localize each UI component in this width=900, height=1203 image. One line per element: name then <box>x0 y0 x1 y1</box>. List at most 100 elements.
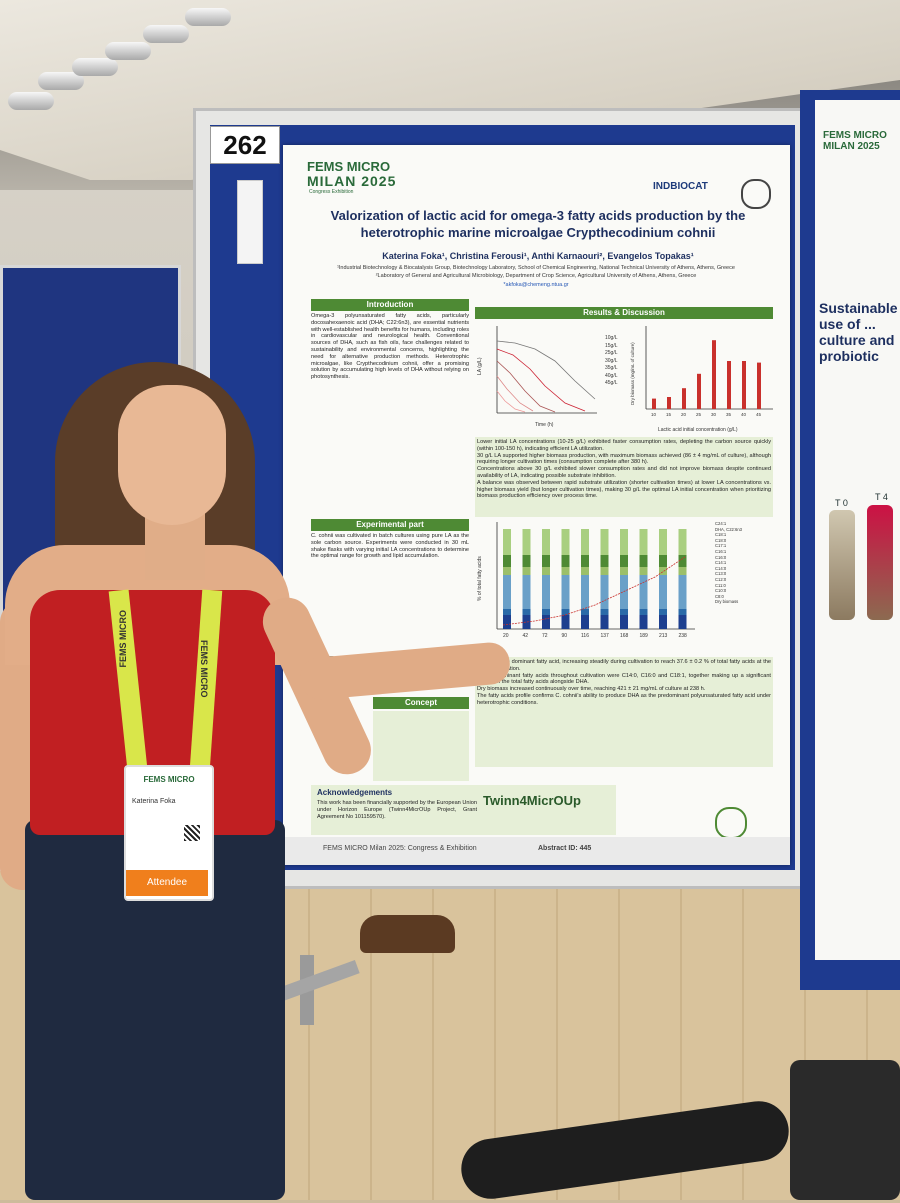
chart3-legend-item: C16:1 <box>715 548 727 554</box>
chart3-legend-item: C10:0 <box>715 588 727 594</box>
chart3-bar-segment <box>503 609 511 615</box>
indbiocat-logo: INDBIOCAT <box>653 181 708 192</box>
chart3-tick-label: 72 <box>542 633 548 639</box>
affiliation-2: ²Laboratory of General and Agricultural … <box>375 273 697 279</box>
board-stand-foot <box>270 955 360 1025</box>
chart1-series-line <box>496 390 526 413</box>
chart3-bar-segment <box>659 567 667 575</box>
chart1-legend-item: 45g/L <box>605 380 618 386</box>
fems-seal-icon <box>715 807 747 839</box>
qr-code-icon <box>184 825 200 841</box>
chart1-xlabel: Time (h) <box>535 422 554 428</box>
affiliation-1: ¹Industrial Biotechnology & Biocatalysis… <box>337 265 735 271</box>
acknowledgements-text: This work has been financially supported… <box>317 800 477 820</box>
chart3-bar-segment <box>581 555 589 567</box>
chart3-tick-label: 90 <box>562 633 568 639</box>
chart3-bar-segment <box>639 615 648 629</box>
chart3-bar-segment <box>542 615 550 629</box>
acknowledgements-box: Acknowledgements This work has been fina… <box>311 785 616 835</box>
chart2-bar <box>712 340 716 409</box>
section-acknowledgements: Acknowledgements <box>317 788 393 797</box>
chart3-legend-item: C14:1 <box>715 560 727 566</box>
result-bullet: DHA was the dominant fatty acid, increas… <box>477 659 771 672</box>
introduction-text: Omega-3 polyunsaturated fatty acids, par… <box>311 313 469 381</box>
chart3-tick-label: 116 <box>581 633 589 639</box>
chart3-bar-segment <box>561 575 570 609</box>
chart3-bar-segment <box>522 575 531 609</box>
ceiling-light <box>185 8 231 26</box>
chart1-legend-item: 30g/L <box>605 357 618 364</box>
la-consumption-chart: LA (g/L) Time (h) <box>477 326 597 428</box>
result-bullet: Dry biomass increased continuously over … <box>477 686 706 693</box>
chart3-legend-item: C18:0 <box>715 537 727 543</box>
chart3-tick-label: 189 <box>640 633 649 639</box>
chart3-bar-segment <box>522 529 531 555</box>
chart3-bar-segment <box>503 575 511 609</box>
chart3-bar-segment <box>503 529 511 555</box>
chart1-series-line <box>496 340 596 400</box>
chart3-bar-segment <box>581 575 589 609</box>
chart3-bar-segment <box>620 567 628 575</box>
chart1-legend-item: 10g/L <box>605 335 618 341</box>
chart3-bar-segment <box>678 567 687 575</box>
chart3-legend-item: C18:1 <box>715 532 727 538</box>
chart3-bar-segment <box>522 555 531 567</box>
chart3-tick-label: 137 <box>601 633 610 639</box>
chart2-bar <box>682 388 686 409</box>
result-bullet: A balance was observed between rapid sub… <box>477 479 771 500</box>
chart2-tick-label: 15 <box>666 412 672 417</box>
chart3-legend-item: C13:0 <box>715 571 727 577</box>
chart3-bar-segment <box>503 567 511 575</box>
chart3-tick-label: 238 <box>679 633 688 639</box>
fatty-acid-profile-chart: 20 42 72 90 116 137 168 189 213 238 % of total fa… <box>477 522 695 639</box>
chart3-bar-segment <box>542 575 550 609</box>
right-poster: FEMS MICRO MILAN 2025 Sustainable use of… <box>815 100 900 960</box>
experimental-text: C. cohnii was cultivated in batch cultur… <box>311 533 469 560</box>
chart3-legend-item: C24:1 <box>715 521 727 526</box>
chart1-series-line <box>496 348 586 412</box>
fems-logo-sub: Congress Exhibition <box>309 189 354 195</box>
chart3-bar-segment <box>620 575 628 609</box>
right-poster-logo: FEMS MICRO MILAN 2025 <box>823 130 887 152</box>
chart3-bar-segment <box>522 567 531 575</box>
chart3-bar-segment <box>600 575 609 609</box>
chart3-bar-segment <box>620 615 628 629</box>
result-bullet: 30 g/L LA supported higher biomass produ… <box>477 452 771 466</box>
chart3-bar-segment <box>659 615 667 629</box>
twinn4microup-logo: Twinn4MicrOUp <box>483 793 581 808</box>
concept-box <box>373 711 469 781</box>
chart2-tick-label: 10 <box>651 412 657 417</box>
ceiling-light <box>8 92 54 110</box>
ceiling-light <box>105 42 151 60</box>
chart3-bar-segment <box>678 575 687 609</box>
chart3-bar-segment <box>659 529 667 555</box>
chart3-bar-segment <box>639 609 648 615</box>
chart3-legend: C24:1 DHA, C22:6n3 C18:1 C18:0 C17:1 C16… <box>715 521 742 605</box>
chart2-bar <box>742 361 746 409</box>
chart3-bar-segment <box>600 529 609 555</box>
poster-footer: FEMS MICRO Milan 2025: Congress & Exhibi… <box>283 837 790 865</box>
chart2-bar <box>697 373 701 409</box>
chart2-tick-label: 25 <box>696 412 702 417</box>
result-bullet: The predominant fatty acids throughout c… <box>477 672 771 686</box>
results-bullets-2: DHA was the dominant fatty acid, increas… <box>475 657 773 767</box>
chart1-series-line <box>496 360 556 413</box>
fems-logo-line1: FEMS MICRO <box>307 159 391 174</box>
chart3-bar-segment <box>639 567 648 575</box>
right-poster-title: Sustainable use of ... culture and probi… <box>819 300 898 364</box>
chart3-ylabel: % of total fatty acids <box>477 556 483 601</box>
board-number: 262 <box>210 126 280 164</box>
chart3-bar-segment <box>542 567 550 575</box>
lanyard-text: FEMS MICRO <box>199 640 209 698</box>
chart2-tick-label: 20 <box>681 412 687 417</box>
chart3-bar-segment <box>659 555 667 567</box>
chart3-bar-segment <box>600 615 609 629</box>
chart3-bar-segment <box>542 609 550 615</box>
chart3-bar-segment <box>639 555 648 567</box>
chart3-legend-item: Dry biomass <box>715 599 739 605</box>
chart3-legend-item: DHA, C22:6n3 <box>715 526 742 532</box>
paper-tag <box>237 180 263 264</box>
chart1-legend-item: 35g/L <box>605 365 618 371</box>
chart3-legend-item: C16:0 <box>715 554 727 560</box>
ceiling-light <box>72 58 118 76</box>
